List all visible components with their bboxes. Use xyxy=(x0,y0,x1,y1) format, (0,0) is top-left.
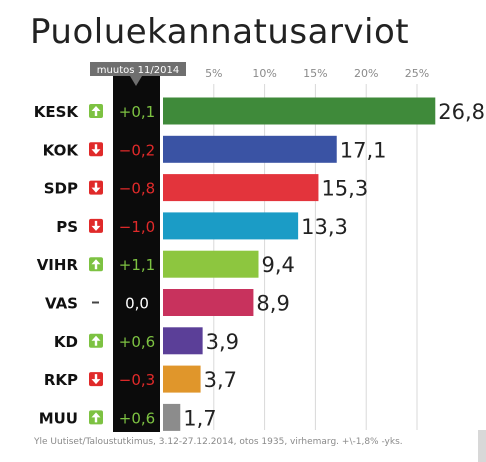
change-header-label: muutos 11/2014 xyxy=(97,65,179,76)
party-label: PS xyxy=(56,218,78,236)
bar xyxy=(163,97,436,125)
change-value: +0,6 xyxy=(119,333,155,351)
value-label: 3,9 xyxy=(206,330,239,354)
arrow-glyph xyxy=(91,144,101,155)
value-label: 17,1 xyxy=(340,138,387,162)
footnote: Yle Uutiset/Taloustutkimus, 3.12-27.12.2… xyxy=(34,437,403,447)
arrow-glyph xyxy=(91,412,101,423)
change-column xyxy=(113,76,160,432)
party-label: VAS xyxy=(45,295,78,313)
party-label: SDP xyxy=(44,180,78,198)
corner-element xyxy=(478,430,486,462)
change-value: 0,0 xyxy=(125,295,149,313)
x-tick-label: 15% xyxy=(303,67,327,80)
value-label: 1,7 xyxy=(183,406,216,430)
value-label: 8,9 xyxy=(256,292,289,316)
change-header-tab xyxy=(90,62,186,86)
party-label: VIHR xyxy=(37,256,79,274)
party-label: KD xyxy=(54,333,78,351)
value-label: 15,3 xyxy=(321,177,368,201)
x-tick-label: 5% xyxy=(205,67,222,80)
value-label: 13,3 xyxy=(301,215,348,239)
change-value: −0,3 xyxy=(119,371,155,389)
party-label: RKP xyxy=(44,371,78,389)
bar xyxy=(163,289,254,316)
chart-title: Puoluekannatusarviot xyxy=(30,12,410,52)
arrow-glyph xyxy=(91,335,101,346)
bar xyxy=(163,174,319,202)
change-value: +1,1 xyxy=(119,256,155,274)
bar xyxy=(163,365,201,393)
x-tick-label: 25% xyxy=(405,67,429,80)
bar xyxy=(163,250,259,278)
party-label: KESK xyxy=(34,103,80,121)
arrow-glyph xyxy=(91,106,101,116)
change-value: −0,8 xyxy=(119,180,155,198)
value-label: 26,8 xyxy=(438,100,485,124)
arrow-glyph xyxy=(91,182,101,193)
arrow-glyph xyxy=(91,374,101,385)
bar xyxy=(163,135,337,163)
value-label: 3,7 xyxy=(204,368,237,392)
bar xyxy=(163,327,203,355)
party-label: KOK xyxy=(43,141,80,159)
party-label: MUU xyxy=(39,409,78,427)
change-value: +0,6 xyxy=(119,409,155,427)
change-value: +0,1 xyxy=(119,103,155,121)
bar xyxy=(163,403,181,431)
value-label: 9,4 xyxy=(262,253,295,277)
arrow-glyph xyxy=(91,259,101,270)
change-value: −0,2 xyxy=(119,141,155,159)
bar xyxy=(163,212,299,240)
x-tick-label: 10% xyxy=(252,67,276,80)
arrow-glyph xyxy=(91,220,101,231)
change-value: −1,0 xyxy=(119,218,155,236)
x-tick-label: 20% xyxy=(354,67,378,80)
